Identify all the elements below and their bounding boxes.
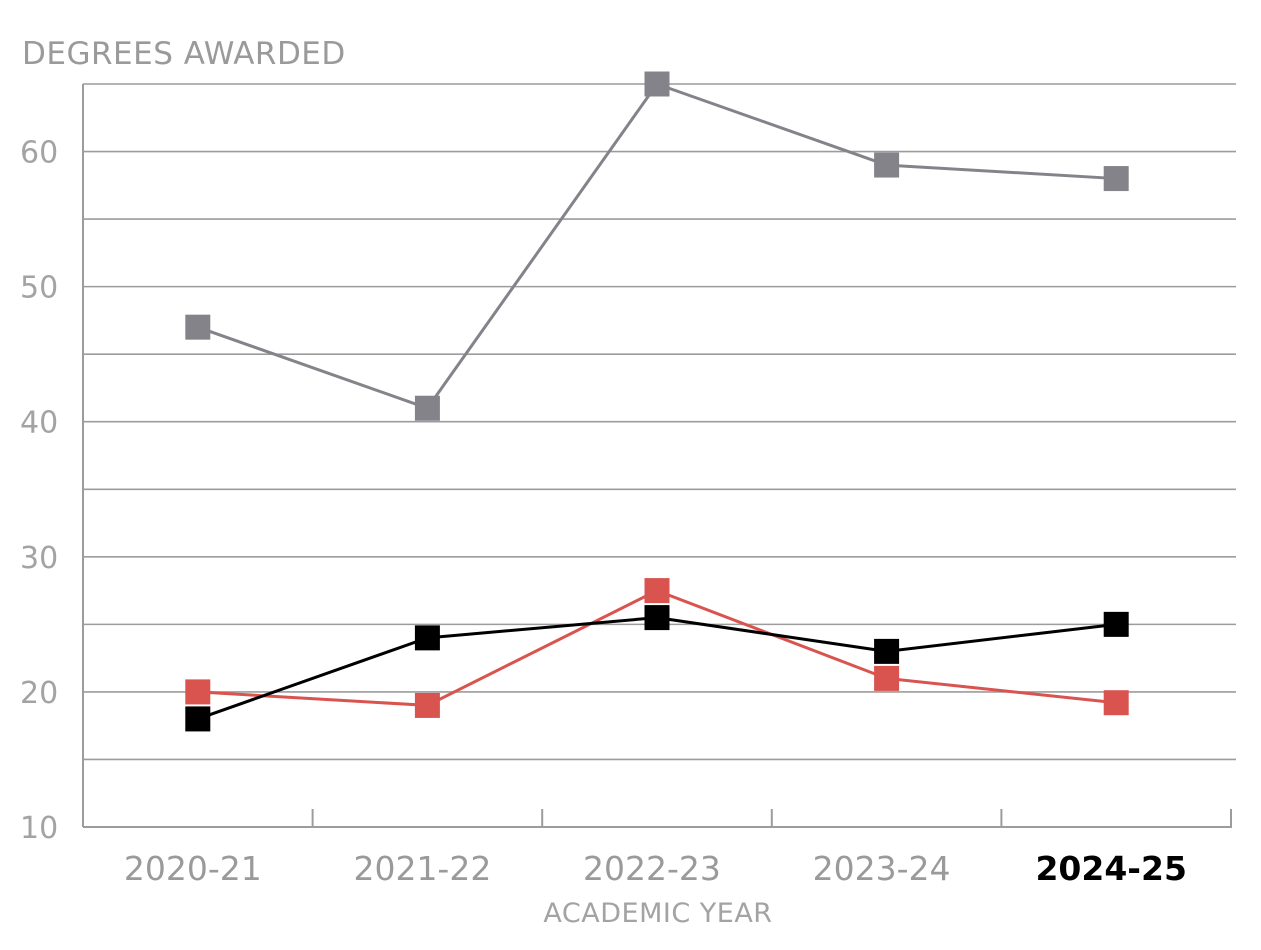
x-tick-label: 2024-25: [1035, 849, 1186, 888]
y-tick-label: 40: [20, 406, 58, 441]
data-point: [414, 692, 440, 718]
series-line: [197, 616, 1117, 721]
data-point: [1103, 166, 1129, 192]
series-line: [197, 82, 1117, 410]
data-point: [1103, 690, 1129, 716]
x-tick-labels: 2020-21 2021-22 2022-23 2023-24 2024-25: [124, 849, 1187, 888]
data-point: [644, 605, 670, 631]
x-tick-label: 2022-23: [583, 849, 721, 888]
data-point: [185, 314, 211, 340]
y-tick-label: 10: [20, 811, 58, 846]
x-axis-title: ACADEMIC YEAR: [543, 898, 772, 929]
y-tick-label: 60: [20, 136, 58, 171]
data-point: [874, 665, 900, 691]
series-2: [185, 578, 1129, 718]
x-tick-label: 2023-24: [813, 849, 951, 888]
series-1: [185, 71, 1129, 421]
axes: [82, 84, 1232, 828]
y-tick-label: 20: [20, 676, 58, 711]
data-point: [874, 152, 900, 178]
data-point: [185, 706, 211, 732]
y-tick-label: 50: [20, 271, 58, 306]
data-point: [414, 625, 440, 651]
y-tick-labels: 10 20 30 40 50 60: [20, 136, 58, 846]
series-3: [185, 605, 1129, 732]
data-point: [644, 578, 670, 604]
y-axis-title: DEGREES AWARDED: [22, 36, 346, 72]
data-point: [185, 679, 211, 705]
x-tick-label: 2020-21: [124, 849, 262, 888]
grid: [83, 83, 1236, 761]
y-tick-label: 30: [20, 541, 58, 576]
data-point: [1103, 611, 1129, 637]
data-point: [414, 395, 440, 421]
data-point: [874, 638, 900, 664]
x-tick-label: 2021-22: [353, 849, 491, 888]
series-group: [185, 71, 1129, 732]
data-point: [644, 71, 670, 97]
